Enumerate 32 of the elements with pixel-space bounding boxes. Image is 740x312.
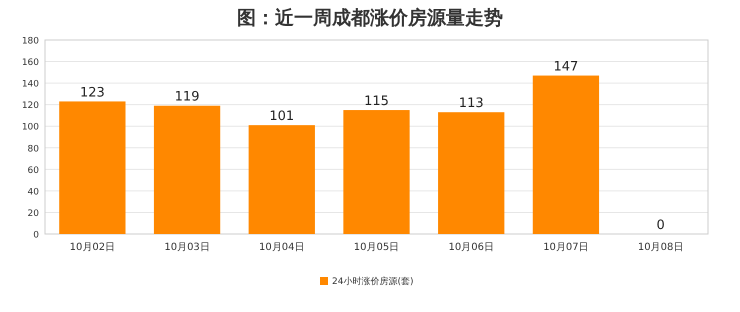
- data-label: 115: [364, 94, 389, 110]
- x-tick-label: 10月07日: [543, 242, 589, 253]
- x-tick-label: 10月03日: [164, 242, 210, 253]
- data-label: 147: [554, 60, 578, 75]
- bar: [532, 76, 600, 234]
- bar: [343, 110, 410, 234]
- y-tick-label: 140: [22, 80, 40, 90]
- x-tick-label: 10月06日: [448, 242, 494, 253]
- legend-label: 24小时涨价房源(套): [332, 276, 414, 287]
- y-tick-label: 20: [28, 208, 40, 219]
- data-label: 113: [458, 96, 484, 112]
- x-tick-label: 10月08日: [638, 242, 684, 253]
- data-label: 0: [656, 218, 665, 233]
- y-tick-label: 100: [22, 122, 40, 133]
- x-tick-label: 10月04日: [259, 242, 305, 253]
- data-label: 119: [174, 90, 200, 105]
- bar: [154, 106, 220, 234]
- y-tick-label: 160: [22, 58, 40, 68]
- y-tick-label: 60: [28, 166, 40, 176]
- chart-title: 图：近一周成都涨价房源量走势: [237, 7, 503, 29]
- data-label: 101: [269, 109, 294, 124]
- x-tick-label: 10月05日: [354, 242, 400, 253]
- y-tick-label: 40: [28, 187, 40, 198]
- x-tick-label: 10月02日: [70, 242, 116, 253]
- y-tick-label: 80: [28, 144, 40, 154]
- bar: [59, 101, 126, 234]
- y-tick-label: 0: [33, 230, 40, 240]
- bar: [438, 112, 504, 234]
- bar: [248, 125, 315, 234]
- data-label: 123: [80, 85, 105, 100]
- y-tick-label: 180: [22, 36, 40, 46]
- y-tick-label: 120: [22, 101, 40, 112]
